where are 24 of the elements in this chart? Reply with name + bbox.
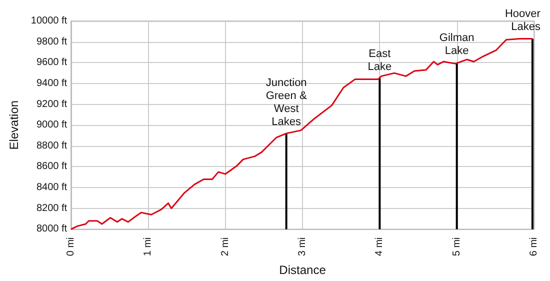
x-tick-label: 4 mi xyxy=(374,237,386,256)
x-tick-label: 3 mi xyxy=(297,237,308,256)
y-tick-label: 8000 ft xyxy=(36,224,68,235)
x-tick-label: 1 mi xyxy=(142,237,154,256)
annotation: Gilman Lake xyxy=(439,32,474,58)
x-tick-label: 0 mi xyxy=(66,237,77,256)
x-tick-label: 6 mi xyxy=(528,237,540,256)
y-tick-label: 8600 ft xyxy=(36,161,68,172)
y-tick-label: 8400 ft xyxy=(36,182,68,194)
y-tick-label: 9800 ft xyxy=(36,36,68,48)
x-tick-label: 5 mi xyxy=(451,237,462,256)
annotation: Hoover Lakes xyxy=(504,8,541,34)
y-tick-label: 9200 ft xyxy=(36,98,68,110)
y-tick-label: 9600 ft xyxy=(36,57,68,68)
x-axis-title: Distance xyxy=(279,263,326,277)
annotation: East Lake xyxy=(368,48,392,73)
annotation: Junction Green & West Lakes xyxy=(266,76,308,128)
y-tick-label: 8200 ft xyxy=(36,202,68,214)
y-tick-label: 9000 ft xyxy=(36,120,68,131)
y-tick-label: 9400 ft xyxy=(36,78,68,89)
x-tick-label: 2 mi xyxy=(220,237,231,256)
y-tick-label: 8800 ft xyxy=(36,140,68,152)
y-axis-title: Elevation xyxy=(7,100,21,150)
y-tick-label: 10000 ft xyxy=(30,16,68,26)
